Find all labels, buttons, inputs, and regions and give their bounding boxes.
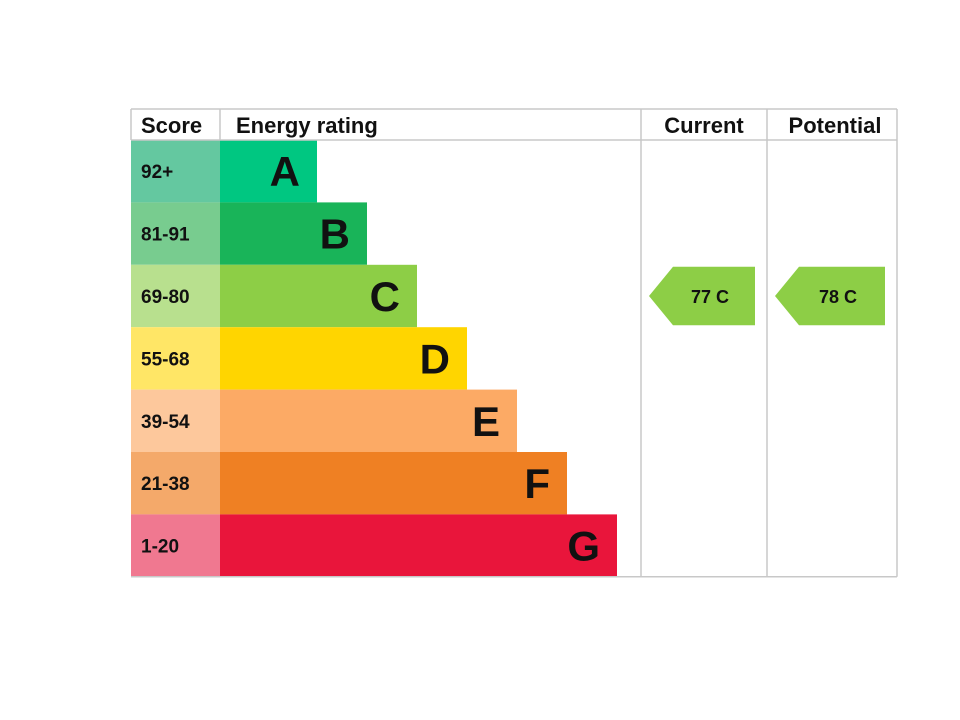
band-bar-d	[220, 327, 467, 390]
rating-arrows: 77 C 78 C	[649, 266, 885, 326]
band-letter-e: E	[472, 398, 500, 445]
header-current: Current	[664, 113, 744, 138]
score-range-d: 55-68	[141, 349, 190, 370]
band-letter-d: D	[420, 335, 450, 382]
band-letter-f: F	[524, 460, 550, 507]
band-bar-a	[220, 140, 317, 203]
band-bar-f	[220, 452, 567, 515]
band-bar-c	[220, 264, 417, 328]
score-cell-e	[131, 389, 220, 452]
band-bar-e	[220, 389, 517, 452]
score-range-b: 81-91	[141, 225, 190, 246]
score-cell-d	[131, 327, 220, 390]
band-letter-c: C	[370, 273, 400, 320]
potential-rating-label: 78 C	[819, 287, 857, 307]
score-range-a: 92+	[141, 162, 173, 183]
score-cell-b	[131, 202, 220, 265]
band-letter-a: A	[270, 148, 300, 195]
score-cell-f	[131, 452, 220, 515]
rating-bands: 92+ A 81-91 B 69-80 C 55-68 D 39-54 E 21-38 F 1-20 G	[131, 140, 617, 577]
score-range-e: 39-54	[141, 412, 190, 433]
current-rating-arrow	[649, 266, 755, 326]
band-letter-g: G	[567, 523, 600, 570]
score-cell-c	[131, 264, 220, 328]
score-range-g: 1-20	[141, 537, 179, 558]
band-letter-b: B	[320, 211, 350, 258]
current-rating-label: 77 C	[691, 287, 729, 307]
header-score: Score	[141, 113, 202, 138]
band-bar-b	[220, 202, 367, 265]
potential-rating-arrow	[775, 266, 885, 326]
header-energy-rating: Energy rating	[236, 113, 378, 138]
score-cell-a	[131, 140, 220, 203]
score-range-f: 21-38	[141, 474, 190, 495]
header-potential: Potential	[789, 113, 882, 138]
score-cell-g	[131, 514, 220, 577]
table-gridlines	[130, 108, 898, 578]
band-bar-g	[220, 514, 617, 577]
score-range-c: 69-80	[141, 287, 190, 308]
